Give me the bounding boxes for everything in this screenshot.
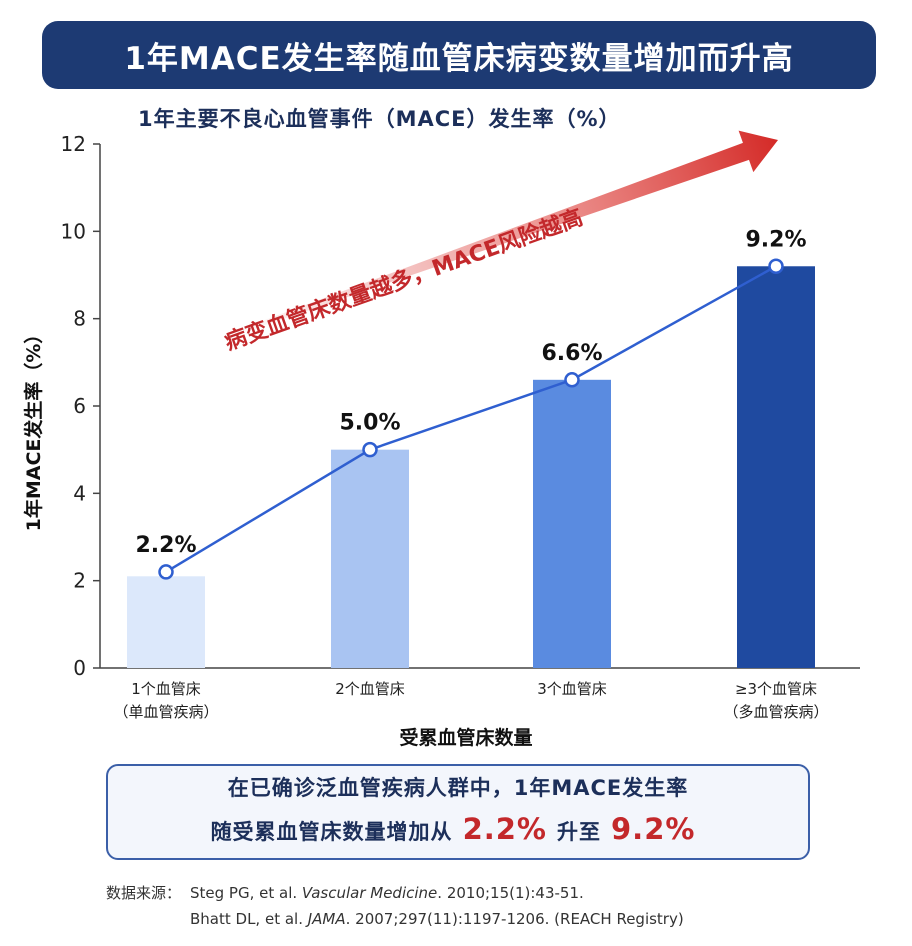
- y-tick-label: 0: [73, 656, 86, 680]
- ref2-journal: JAMA: [307, 910, 346, 929]
- data-label: 9.2%: [745, 227, 806, 252]
- data-label: 6.6%: [541, 341, 602, 366]
- x-category-label: 1个血管床: [131, 680, 201, 698]
- summary-prefix: 随受累血管床数量增加从: [210, 819, 453, 844]
- mace-bar-chart: 病变血管床数量越多，MACE风险越高 0 2 4 6 8 10 12 1年MACE发生率（%）…: [22, 130, 860, 749]
- x-category-label: 2个血管床: [335, 680, 405, 698]
- x-category-sublabel: （多血管疾病）: [723, 703, 828, 721]
- source-ref-1: Steg PG, et al. Vascular Medicine. 2010;…: [190, 880, 584, 906]
- data-point: [768, 258, 784, 275]
- summary-line-2: 随受累血管床数量增加从 2.2% 升至 9.2%: [211, 806, 706, 852]
- y-tick-label: 2: [73, 569, 86, 593]
- trend-arrow: [229, 130, 779, 337]
- title-banner: 1年MACE发生率随血管床病变数量增加而升高: [42, 21, 876, 89]
- summary-to-value: 9.2%: [611, 811, 696, 846]
- y-tick-label: 12: [61, 132, 86, 156]
- source-ref-2: Bhatt DL, et al. JAMA. 2007;297(11):1197…: [190, 906, 684, 932]
- x-category-label: ≥3个血管床: [735, 680, 817, 698]
- data-point: [564, 372, 580, 388]
- x-axis-title: 受累血管床数量: [399, 726, 532, 749]
- data-label: 2.2%: [135, 533, 196, 558]
- ref2-details: . 2007;297(11):1197-1206. (REACH Registr…: [345, 910, 684, 929]
- bar: [737, 266, 815, 668]
- y-tick-label: 6: [73, 394, 86, 418]
- bar: [533, 379, 611, 668]
- data-label: 5.0%: [339, 411, 400, 436]
- bar: [331, 449, 409, 668]
- summary-from-value: 2.2%: [462, 811, 547, 846]
- source-label: 数据来源：: [106, 884, 182, 902]
- trend-annotation: 病变血管床数量越多，MACE风险越高: [221, 204, 586, 355]
- x-category-sublabel: （单血管疾病）: [113, 703, 218, 721]
- trend-arrow-shape: [229, 130, 779, 337]
- ref1-authors: Steg PG, et al.: [190, 884, 302, 902]
- ref1-journal: Vascular Medicine: [301, 884, 438, 902]
- x-category-label: 3个血管床: [537, 680, 607, 698]
- y-tick-label: 4: [73, 481, 86, 505]
- summary-box: 在已确诊泛血管疾病人群中，1年MACE发生率 随受累血管床数量增加从 2.2% 升至…: [106, 764, 810, 860]
- y-axis-title: 1年MACE发生率（%）: [22, 325, 45, 532]
- banner-title: 1年MACE发生率随血管床病变数量增加而升高: [124, 40, 794, 77]
- trend-line: [165, 265, 777, 574]
- y-tick-label: 8: [73, 307, 86, 331]
- bar: [127, 576, 205, 668]
- summary-line-1: 在已确诊泛血管疾病人群中，1年MACE发生率: [227, 776, 689, 800]
- ref2-authors: Bhatt DL, et al.: [190, 910, 308, 929]
- data-point: [158, 564, 174, 580]
- summary-middle: 升至: [557, 819, 601, 844]
- data-point: [362, 441, 378, 458]
- chart-subtitle: 1年主要不良心血管事件（MACE）发生率（%）: [138, 107, 621, 131]
- ref1-details: . 2010;15(1):43-51.: [437, 884, 584, 902]
- y-tick-label: 10: [61, 219, 86, 243]
- data-source: 数据来源： Steg PG, et al. Vascular Medicine.…: [106, 880, 684, 933]
